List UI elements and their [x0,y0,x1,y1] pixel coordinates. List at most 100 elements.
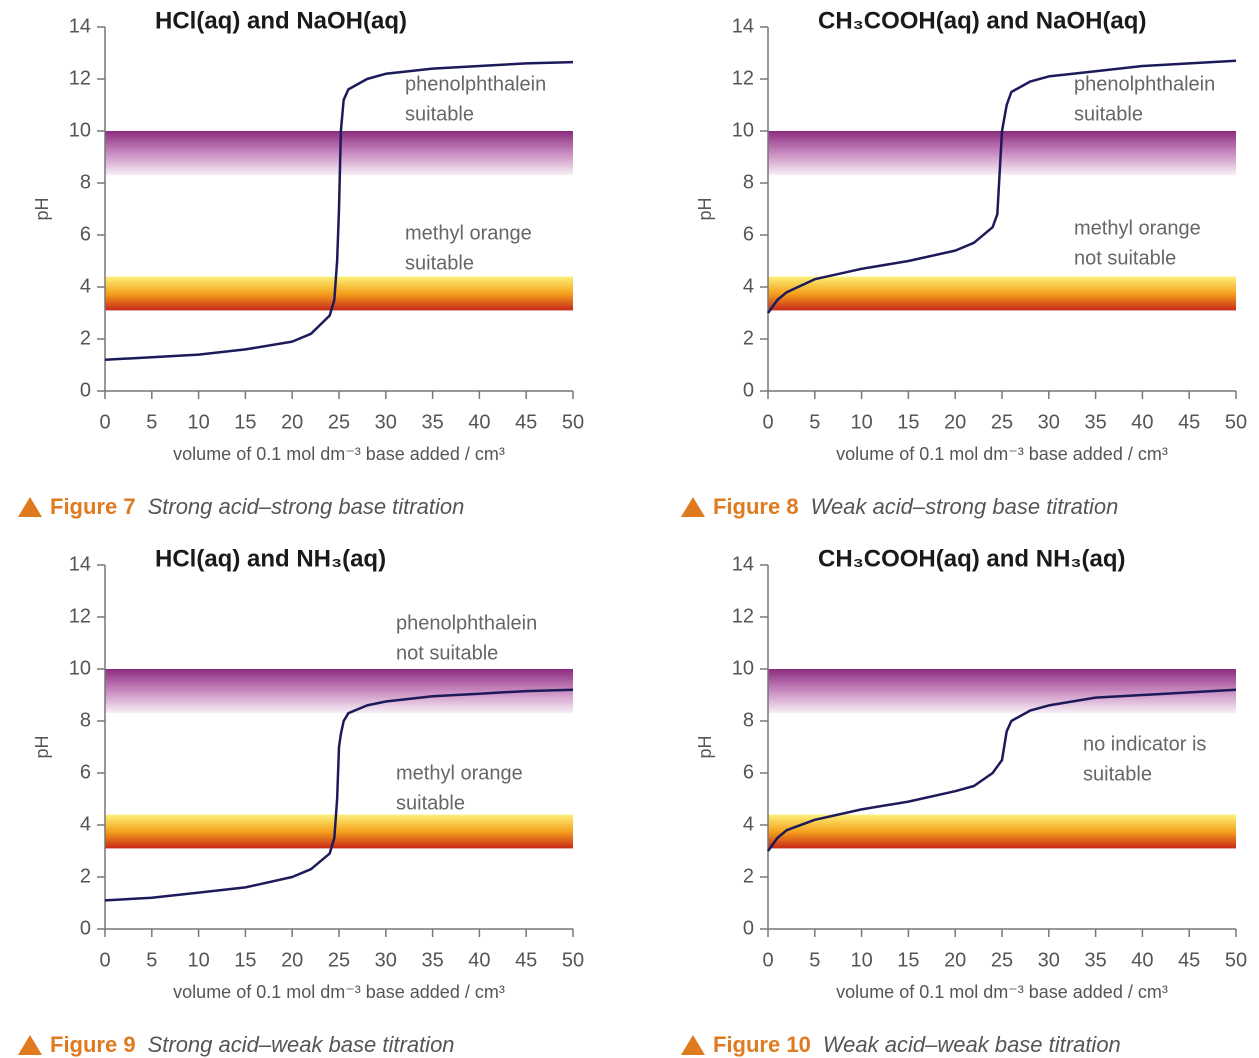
x-tick-label: 20 [281,411,303,433]
y-tick-label: 8 [80,171,91,193]
y-axis-label: pH [32,197,52,220]
x-tick-label: 50 [1225,411,1247,433]
x-tick-label: 20 [944,949,966,971]
x-tick-label: 15 [234,411,256,433]
x-tick-label: 30 [375,949,397,971]
y-axis-label: pH [695,197,715,220]
titration-curve [104,688,574,902]
figure-number: Figure 7 [50,494,136,519]
titration-curve [766,59,1237,314]
x-tick-label: 45 [515,411,537,433]
x-tick-label: 40 [468,411,490,433]
x-tick-label: 35 [421,949,443,971]
x-axis-label: volume of 0.1 mol dm⁻³ base added / cm³ [836,444,1168,464]
x-tick-label: 0 [762,411,773,433]
y-tick-label: 12 [69,605,91,627]
annotation: not suitable [1074,247,1176,269]
annotation: phenolphthalein [1074,73,1215,95]
y-tick-label: 0 [80,379,91,401]
figure-caption: Strong acid–weak base titration [148,1032,455,1057]
y-tick-label: 8 [743,171,754,193]
y-tick-label: 4 [80,813,91,835]
x-tick-label: 5 [146,949,157,971]
y-axis-label: pH [32,735,52,758]
annotation: suitable [405,103,474,125]
y-tick-label: 4 [743,275,754,297]
x-tick-label: 25 [328,411,350,433]
y-tick-label: 6 [743,761,754,783]
chart-title: CH₃COOH(aq) and NaOH(aq) [818,7,1146,34]
x-tick-label: 0 [762,949,773,971]
y-tick-label: 0 [743,379,754,401]
x-axis-label: volume of 0.1 mol dm⁻³ base added / cm³ [836,982,1168,1002]
x-tick-label: 40 [1131,411,1153,433]
x-tick-label: 0 [99,411,110,433]
x-tick-label: 10 [850,949,872,971]
x-tick-label: 10 [187,411,209,433]
x-tick-label: 45 [1178,411,1200,433]
y-tick-label: 0 [80,917,91,939]
x-axis-label: volume of 0.1 mol dm⁻³ base added / cm³ [173,444,505,464]
x-tick-label: 5 [146,411,157,433]
y-tick-label: 10 [732,657,754,679]
y-tick-label: 2 [743,865,754,887]
y-tick-label: 6 [80,223,91,245]
annotation: methyl orange [396,762,523,784]
x-tick-label: 5 [809,411,820,433]
caption-triangle [18,1035,42,1055]
x-tick-label: 50 [1225,949,1247,971]
y-tick-label: 2 [743,327,754,349]
x-tick-label: 20 [281,949,303,971]
annotation: suitable [1074,103,1143,125]
x-tick-label: 15 [897,411,919,433]
indicator-band [105,814,573,849]
x-tick-label: 0 [99,949,110,971]
y-tick-label: 4 [743,813,754,835]
x-tick-label: 5 [809,949,820,971]
chart-panel: CH₃COOH(aq) and NH₃(aq) 0 2 4 6 8 10 12 14 0 5 10 15… [681,545,1247,1057]
annotation: phenolphthalein [396,612,537,634]
y-tick-label: 4 [80,275,91,297]
annotation: methyl orange [405,222,532,244]
x-tick-label: 50 [562,411,584,433]
y-tick-label: 12 [732,605,754,627]
annotation: no indicator is [1083,733,1206,755]
indicator-band [768,276,1236,311]
figure-number: Figure 9 [50,1032,136,1057]
figure-caption: Strong acid–strong base titration [148,494,465,519]
x-tick-label: 15 [897,949,919,971]
chart-panel: HCl(aq) and NH₃(aq) 0 2 4 6 8 10 12 14 0 5 10 15 20 25… [18,545,584,1057]
indicator-band [105,669,573,714]
chart-panel: HCl(aq) and NaOH(aq) 0 2 4 6 8 10 12 14 0 5 10 15 20 2… [18,7,584,519]
x-tick-label: 45 [515,949,537,971]
caption-triangle [681,1035,705,1055]
figure-number: Figure 8 [713,494,799,519]
chart-title: CH₃COOH(aq) and NH₃(aq) [818,545,1126,572]
figure-caption: Weak acid–strong base titration [811,494,1119,519]
y-tick-label: 6 [80,761,91,783]
y-tick-label: 0 [743,917,754,939]
y-tick-label: 14 [732,553,754,575]
x-tick-label: 30 [375,411,397,433]
y-tick-label: 2 [80,865,91,887]
x-tick-label: 20 [944,411,966,433]
indicator-band [105,276,573,311]
titration-curve [766,688,1237,852]
y-tick-label: 14 [69,553,91,575]
y-tick-label: 8 [743,709,754,731]
indicator-band [768,669,1236,714]
annotation: suitable [405,252,474,274]
x-tick-label: 10 [850,411,872,433]
y-tick-label: 12 [69,67,91,89]
annotation: suitable [1083,763,1152,785]
x-tick-label: 30 [1038,411,1060,433]
figure-number: Figure 10 [713,1032,811,1057]
titration-curve [104,60,574,362]
x-tick-label: 40 [468,949,490,971]
caption-triangle [681,497,705,517]
chart-title: HCl(aq) and NaOH(aq) [155,7,407,34]
y-axis-label: pH [695,735,715,758]
y-tick-label: 10 [69,119,91,141]
